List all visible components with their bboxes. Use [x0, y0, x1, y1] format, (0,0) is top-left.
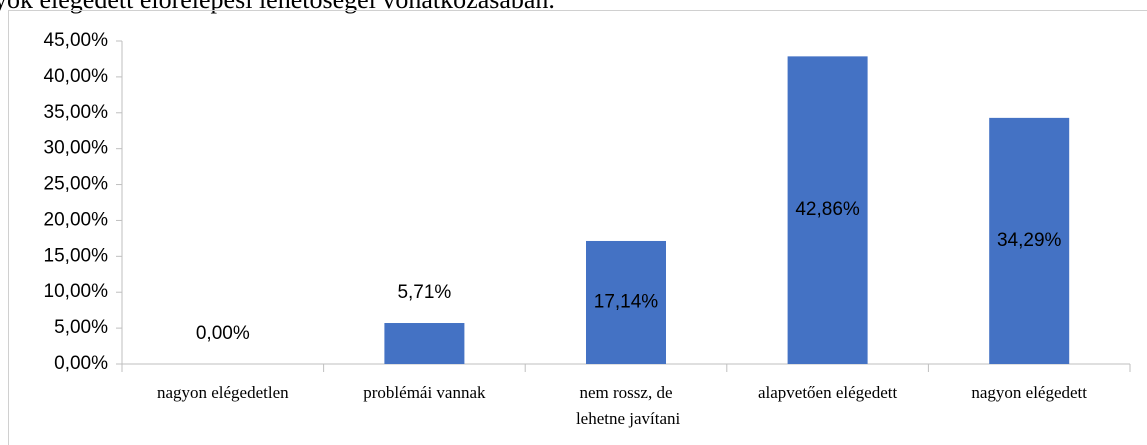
- data-label: 34,29%: [997, 230, 1062, 251]
- x-tick-label: nagyon elégedetlen: [157, 383, 289, 402]
- y-tick-label: 15,00%: [44, 245, 109, 266]
- data-label: 42,86%: [795, 199, 860, 220]
- bar: [787, 56, 868, 364]
- y-tick-label: 35,00%: [44, 102, 109, 123]
- x-tick-label: nem rossz, de lehetne javítani: [572, 383, 681, 428]
- y-tick-label: 30,00%: [44, 138, 109, 159]
- x-tick-label: problémái vannak: [363, 383, 486, 402]
- y-tick-label: 45,00%: [44, 30, 109, 51]
- y-tick-label: 10,00%: [44, 281, 109, 302]
- y-tick-label: 5,00%: [54, 317, 108, 338]
- data-label: 5,71%: [397, 282, 451, 303]
- data-label: 0,00%: [196, 323, 250, 344]
- bar: [384, 323, 465, 364]
- bar: [586, 240, 666, 364]
- chart-border: [8, 10, 1147, 445]
- data-label: 17,14%: [594, 292, 659, 313]
- chart-title: yok elégedett előrelépési lehetőségei vo…: [0, 0, 555, 14]
- y-tick-label: 40,00%: [44, 66, 109, 87]
- y-tick-label: 25,00%: [44, 174, 109, 195]
- x-tick-label: alapvetően elégedett: [758, 383, 898, 402]
- x-tick-label: nagyon elégedett: [971, 383, 1087, 402]
- bar: [989, 117, 1070, 365]
- y-tick-label: 0,00%: [54, 353, 108, 374]
- y-tick-label: 20,00%: [44, 209, 109, 230]
